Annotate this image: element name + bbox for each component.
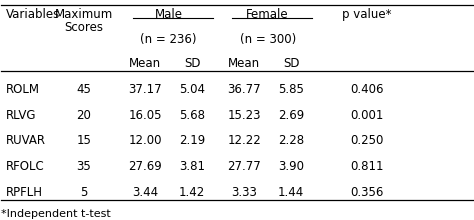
Text: Scores: Scores <box>64 21 103 34</box>
Text: SD: SD <box>283 57 300 70</box>
Text: (n = 300): (n = 300) <box>239 33 296 46</box>
Text: 36.77: 36.77 <box>227 83 261 96</box>
Text: 3.33: 3.33 <box>231 186 257 199</box>
Text: 15.23: 15.23 <box>228 109 261 122</box>
Text: 15: 15 <box>76 134 91 147</box>
Text: 3.90: 3.90 <box>278 160 304 173</box>
Text: 3.81: 3.81 <box>179 160 205 173</box>
Text: 0.811: 0.811 <box>350 160 383 173</box>
Text: *Independent t-test: *Independent t-test <box>1 209 111 218</box>
Text: Male: Male <box>155 8 182 21</box>
Text: Female: Female <box>246 8 289 21</box>
Text: 16.05: 16.05 <box>128 109 162 122</box>
Text: RLVG: RLVG <box>6 109 36 122</box>
Text: 5.04: 5.04 <box>179 83 205 96</box>
Text: 0.001: 0.001 <box>350 109 383 122</box>
Text: 27.69: 27.69 <box>128 160 162 173</box>
Text: 2.28: 2.28 <box>278 134 304 147</box>
Text: 1.44: 1.44 <box>278 186 304 199</box>
Text: 0.356: 0.356 <box>350 186 383 199</box>
Text: 2.69: 2.69 <box>278 109 304 122</box>
Text: 1.42: 1.42 <box>179 186 205 199</box>
Text: ROLM: ROLM <box>6 83 40 96</box>
Text: 5.68: 5.68 <box>179 109 205 122</box>
Text: RUVAR: RUVAR <box>6 134 46 147</box>
Text: (n = 236): (n = 236) <box>140 33 197 46</box>
Text: 2.19: 2.19 <box>179 134 205 147</box>
Text: Mean: Mean <box>129 57 161 70</box>
Text: 35: 35 <box>76 160 91 173</box>
Text: 12.22: 12.22 <box>227 134 261 147</box>
Text: 5.85: 5.85 <box>278 83 304 96</box>
Text: 5: 5 <box>80 186 88 199</box>
Text: RFOLC: RFOLC <box>6 160 45 173</box>
Text: 45: 45 <box>76 83 91 96</box>
Text: 27.77: 27.77 <box>227 160 261 173</box>
Text: RPFLH: RPFLH <box>6 186 43 199</box>
Text: 3.44: 3.44 <box>132 186 158 199</box>
Text: Mean: Mean <box>228 57 260 70</box>
Text: 37.17: 37.17 <box>128 83 162 96</box>
Text: Variables: Variables <box>6 8 60 21</box>
Text: 12.00: 12.00 <box>128 134 162 147</box>
Text: 0.250: 0.250 <box>350 134 383 147</box>
Text: SD: SD <box>184 57 201 70</box>
Text: p value*: p value* <box>342 8 392 21</box>
Text: Maximum: Maximum <box>55 8 113 21</box>
Text: 20: 20 <box>76 109 91 122</box>
Text: 0.406: 0.406 <box>350 83 383 96</box>
